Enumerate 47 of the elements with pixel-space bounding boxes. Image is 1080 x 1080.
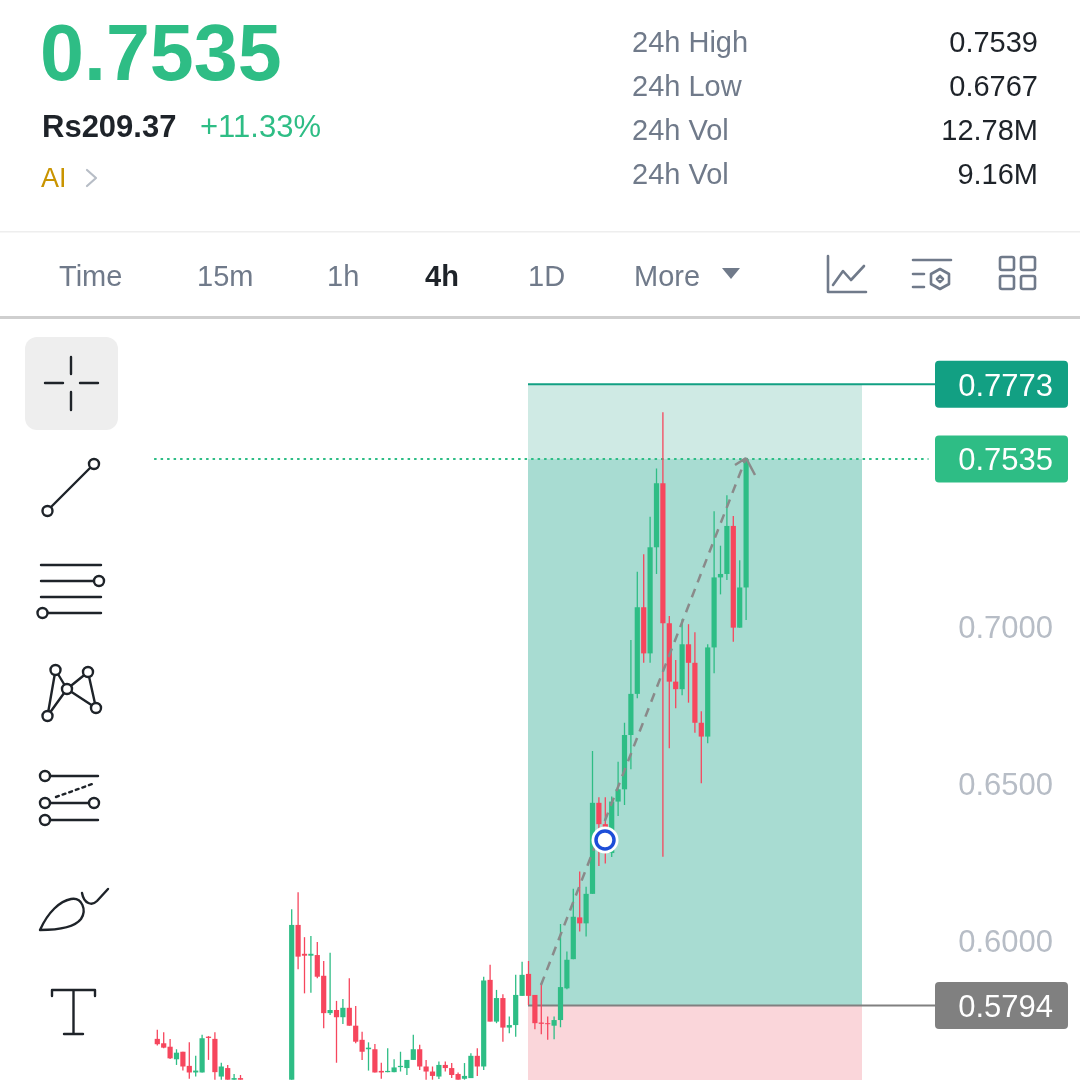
text: 4h: [425, 260, 459, 292]
candlestick: [359, 1031, 365, 1061]
text: AI: [41, 163, 67, 193]
text: Rs209.37: [42, 109, 177, 144]
y-tick-label: 0.6000: [958, 924, 1053, 960]
candlestick: [333, 1000, 340, 1064]
candlestick: [353, 1005, 359, 1044]
text: 24h Vol: [632, 158, 729, 190]
text: 12.78M: [941, 114, 1038, 146]
y-tick-label: 0.7000: [958, 610, 1053, 646]
candlestick: [698, 710, 704, 784]
text: 24h Vol: [632, 114, 729, 146]
text: +11.33%: [200, 109, 321, 144]
text: 15m: [197, 260, 254, 292]
text: 9.16M: [957, 158, 1038, 190]
text: 0.7535: [40, 8, 282, 97]
y-tick-label: 0.6500: [958, 767, 1053, 803]
ref-line-label: 0.5794: [958, 988, 1053, 1024]
text: Time: [59, 260, 123, 292]
text: 1D: [528, 260, 566, 292]
candlestick: [423, 1059, 429, 1080]
ref-line-label: 0.7773: [958, 367, 1053, 403]
candlestick: [493, 989, 500, 1024]
candlestick: [391, 1058, 397, 1073]
candlestick: [340, 998, 346, 1025]
text: 0.7539: [949, 26, 1038, 58]
candlestick: [685, 623, 692, 704]
text: 24h Low: [632, 70, 743, 102]
text: 0.6767: [949, 70, 1038, 102]
text: 24h High: [632, 26, 749, 58]
candlestick: [615, 761, 621, 817]
ref-line-label: 0.7535: [958, 442, 1053, 478]
candlestick: [346, 977, 352, 1027]
candlestick: [167, 1038, 173, 1060]
candlestick: [577, 870, 583, 933]
candlestick: [417, 1044, 423, 1071]
candlestick: [596, 796, 602, 867]
text: 1h: [327, 260, 360, 292]
candlestick: [673, 659, 679, 709]
candlestick: [474, 1047, 480, 1077]
candlestick: [308, 935, 314, 994]
candlestick: [410, 1034, 416, 1061]
candlestick: [327, 952, 333, 1016]
text: More: [634, 260, 701, 292]
candlestick: [519, 961, 525, 997]
candlestick: [551, 1015, 557, 1040]
candlestick: [231, 1073, 237, 1080]
